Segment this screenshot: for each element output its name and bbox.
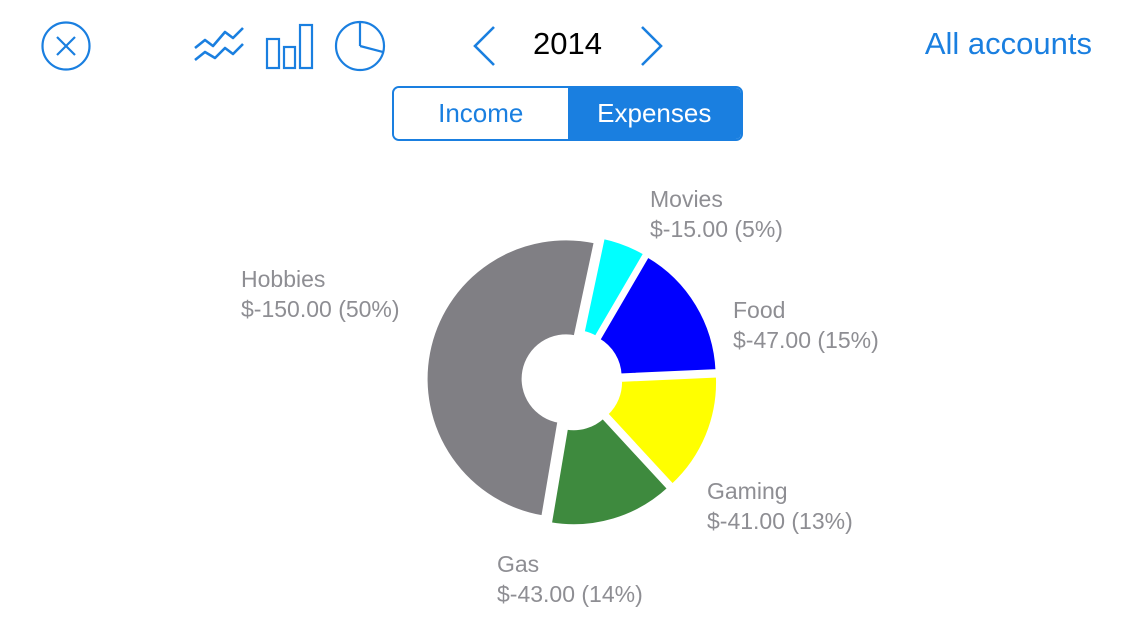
close-icon[interactable] xyxy=(40,20,92,72)
slice-name: Gas xyxy=(497,551,540,577)
expenses-donut-chart xyxy=(424,235,720,528)
slice-movies[interactable] xyxy=(581,235,647,340)
year-label: 2014 xyxy=(533,26,602,61)
slice-amount: $-41.00 (13%) xyxy=(707,508,853,534)
slice-name: Food xyxy=(733,297,786,323)
slice-name: Movies xyxy=(650,186,723,212)
chevron-right-icon[interactable] xyxy=(638,24,666,68)
slice-amount: $-47.00 (15%) xyxy=(733,327,879,353)
chevron-left-icon[interactable] xyxy=(470,24,498,68)
slice-food[interactable] xyxy=(596,253,719,377)
slice-amount: $-43.00 (14%) xyxy=(497,581,643,607)
slice-label-hobbies: Hobbies $-150.00 (50%) xyxy=(241,264,400,324)
slice-gas[interactable] xyxy=(548,415,671,528)
slice-label-movies: Movies $-15.00 (5%) xyxy=(650,184,783,244)
income-expenses-segmented-control: Income Expenses xyxy=(392,86,743,141)
line-chart-icon[interactable] xyxy=(193,22,247,68)
bar-chart-icon[interactable] xyxy=(264,21,316,71)
slice-label-gaming: Gaming $-41.00 (13%) xyxy=(707,476,853,536)
slice-label-food: Food $-47.00 (15%) xyxy=(733,295,879,355)
slice-name: Gaming xyxy=(707,478,788,504)
slice-amount: $-150.00 (50%) xyxy=(241,296,400,322)
slice-name: Hobbies xyxy=(241,266,326,292)
expenses-tab[interactable]: Expenses xyxy=(567,88,741,139)
slice-hobbies[interactable] xyxy=(424,237,598,519)
toolbar: 2014 All accounts xyxy=(0,0,1136,90)
pie-chart-icon[interactable] xyxy=(333,19,387,73)
income-tab[interactable]: Income xyxy=(394,88,568,139)
all-accounts-button[interactable]: All accounts xyxy=(924,26,1092,61)
slice-label-gas: Gas $-43.00 (14%) xyxy=(497,549,643,609)
slice-gaming[interactable] xyxy=(604,374,720,488)
slice-amount: $-15.00 (5%) xyxy=(650,216,783,242)
